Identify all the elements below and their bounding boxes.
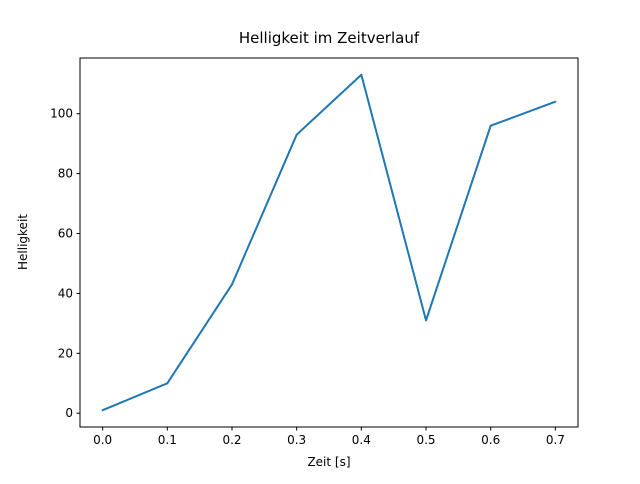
plot-area xyxy=(80,58,578,427)
x-tick-label: 0.4 xyxy=(352,433,371,447)
y-tick-label: 60 xyxy=(58,227,73,241)
axes-spines xyxy=(79,57,579,428)
chart-title: Helligkeit im Zeitverlauf xyxy=(239,29,420,47)
data-series-line xyxy=(101,73,557,412)
y-tick-label: 40 xyxy=(58,286,73,300)
x-axis-ticks: 0.0 0.1 0.2 0.3 0.4 0.5 0.6 0.7 xyxy=(93,427,565,447)
x-tick-label: 0.0 xyxy=(93,433,112,447)
x-tick-label: 0.7 xyxy=(546,433,565,447)
x-tick-label: 0.2 xyxy=(222,433,241,447)
y-tick-label: 0 xyxy=(65,406,73,420)
x-tick-label: 0.3 xyxy=(287,433,306,447)
y-axis-label: Helligkeit xyxy=(16,214,30,270)
y-axis-ticks: 0 20 40 60 80 100 xyxy=(50,107,80,420)
y-tick-label: 100 xyxy=(50,107,73,121)
x-tick-label: 0.5 xyxy=(416,433,435,447)
x-tick-label: 0.1 xyxy=(158,433,177,447)
x-axis-label: Zeit [s] xyxy=(307,455,350,469)
y-tick-label: 80 xyxy=(58,167,73,181)
y-tick-label: 20 xyxy=(58,346,73,360)
data-series xyxy=(101,73,557,412)
x-tick-label: 0.6 xyxy=(481,433,500,447)
